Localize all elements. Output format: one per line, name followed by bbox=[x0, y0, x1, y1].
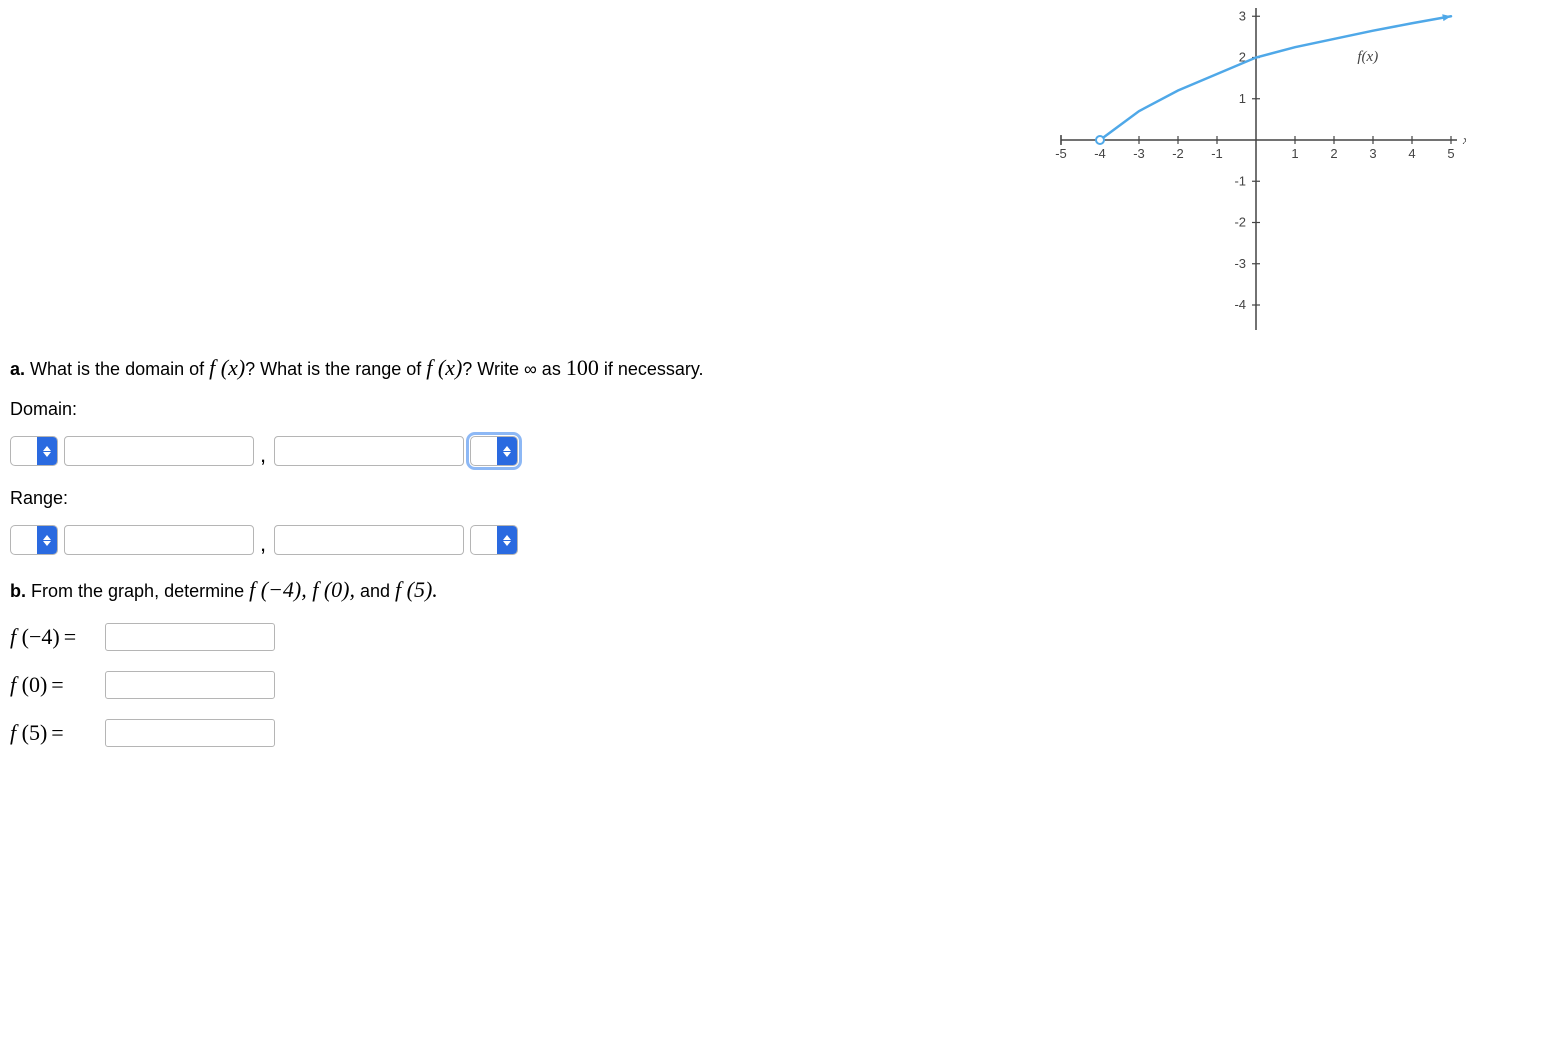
graph-panel: -5-4-3-2-112345-5-4-3-2-1123xf(x) bbox=[1046, 0, 1466, 330]
comma: , bbox=[260, 442, 268, 468]
svg-text:3: 3 bbox=[1369, 146, 1376, 161]
arg: (0) bbox=[22, 672, 48, 697]
f-5-input[interactable] bbox=[105, 719, 275, 747]
fx: f (x) bbox=[426, 355, 462, 380]
svg-text:f(x): f(x) bbox=[1357, 49, 1378, 65]
svg-text:-1: -1 bbox=[1211, 146, 1223, 161]
domain-left-bracket-select[interactable] bbox=[10, 436, 58, 466]
svg-text:1: 1 bbox=[1239, 91, 1246, 106]
function-graph: -5-4-3-2-112345-5-4-3-2-1123xf(x) bbox=[1046, 0, 1466, 330]
svg-text:-5: -5 bbox=[1055, 146, 1067, 161]
svg-text:1: 1 bbox=[1291, 146, 1298, 161]
text: and bbox=[355, 581, 395, 601]
svg-text:-2: -2 bbox=[1234, 215, 1246, 230]
range-low-input[interactable] bbox=[64, 525, 254, 555]
part-b-label: b. bbox=[10, 581, 26, 601]
svg-text:-4: -4 bbox=[1234, 297, 1246, 312]
f-neg4-row: f (−4)= bbox=[10, 623, 1536, 651]
arg: (−4) bbox=[22, 624, 60, 649]
fvals: f (−4), f (0), bbox=[249, 577, 355, 602]
domain-label: Domain: bbox=[10, 399, 1536, 420]
svg-text:x: x bbox=[1462, 132, 1466, 147]
arg: (5) bbox=[22, 720, 48, 745]
range-label: Range: bbox=[10, 488, 1536, 509]
text: if necessary. bbox=[599, 359, 704, 379]
range-high-input[interactable] bbox=[274, 525, 464, 555]
svg-text:2: 2 bbox=[1330, 146, 1337, 161]
part-a-prompt: a. What is the domain of f (x)? What is … bbox=[10, 355, 1536, 381]
svg-text:3: 3 bbox=[1239, 8, 1246, 23]
bracket-value bbox=[11, 437, 37, 465]
svg-text:-3: -3 bbox=[1133, 146, 1145, 161]
f: f bbox=[10, 624, 22, 649]
comma: , bbox=[260, 531, 268, 557]
text: ? What is the range of bbox=[245, 359, 426, 379]
equals: = bbox=[47, 672, 69, 697]
f-neg4-input[interactable] bbox=[105, 623, 275, 651]
text: ? Write ∞ as bbox=[462, 359, 566, 379]
stepper-icon[interactable] bbox=[497, 437, 517, 465]
question-section: a. What is the domain of f (x)? What is … bbox=[10, 355, 1536, 767]
hundred: 100 bbox=[566, 355, 599, 380]
bracket-value bbox=[471, 437, 497, 465]
range-right-bracket-select[interactable] bbox=[470, 525, 518, 555]
svg-text:5: 5 bbox=[1447, 146, 1454, 161]
f-0-row: f (0)= bbox=[10, 671, 1536, 699]
domain-right-bracket-select[interactable] bbox=[470, 436, 518, 466]
svg-text:4: 4 bbox=[1408, 146, 1415, 161]
f: f bbox=[10, 672, 22, 697]
domain-high-input[interactable] bbox=[274, 436, 464, 466]
range-inputs: , bbox=[10, 525, 1536, 555]
fx: f (x) bbox=[209, 355, 245, 380]
svg-text:-2: -2 bbox=[1172, 146, 1184, 161]
bracket-value bbox=[11, 526, 37, 554]
svg-text:-4: -4 bbox=[1094, 146, 1106, 161]
stepper-icon[interactable] bbox=[497, 526, 517, 554]
equals: = bbox=[60, 624, 82, 649]
part-a-label: a. bbox=[10, 359, 25, 379]
stepper-icon[interactable] bbox=[37, 437, 57, 465]
stepper-icon[interactable] bbox=[37, 526, 57, 554]
f-5-row: f (5)= bbox=[10, 719, 1536, 747]
f-0-input[interactable] bbox=[105, 671, 275, 699]
text: What is the domain of bbox=[30, 359, 209, 379]
range-left-bracket-select[interactable] bbox=[10, 525, 58, 555]
svg-text:-1: -1 bbox=[1234, 173, 1246, 188]
part-b-prompt: b. From the graph, determine f (−4), f (… bbox=[10, 577, 1536, 603]
bracket-value bbox=[471, 526, 497, 554]
text: From the graph, determine bbox=[31, 581, 249, 601]
svg-text:-3: -3 bbox=[1234, 256, 1246, 271]
equals: = bbox=[47, 720, 69, 745]
f5: f (5). bbox=[395, 577, 438, 602]
domain-low-input[interactable] bbox=[64, 436, 254, 466]
f: f bbox=[10, 720, 22, 745]
domain-inputs: , bbox=[10, 436, 1536, 466]
